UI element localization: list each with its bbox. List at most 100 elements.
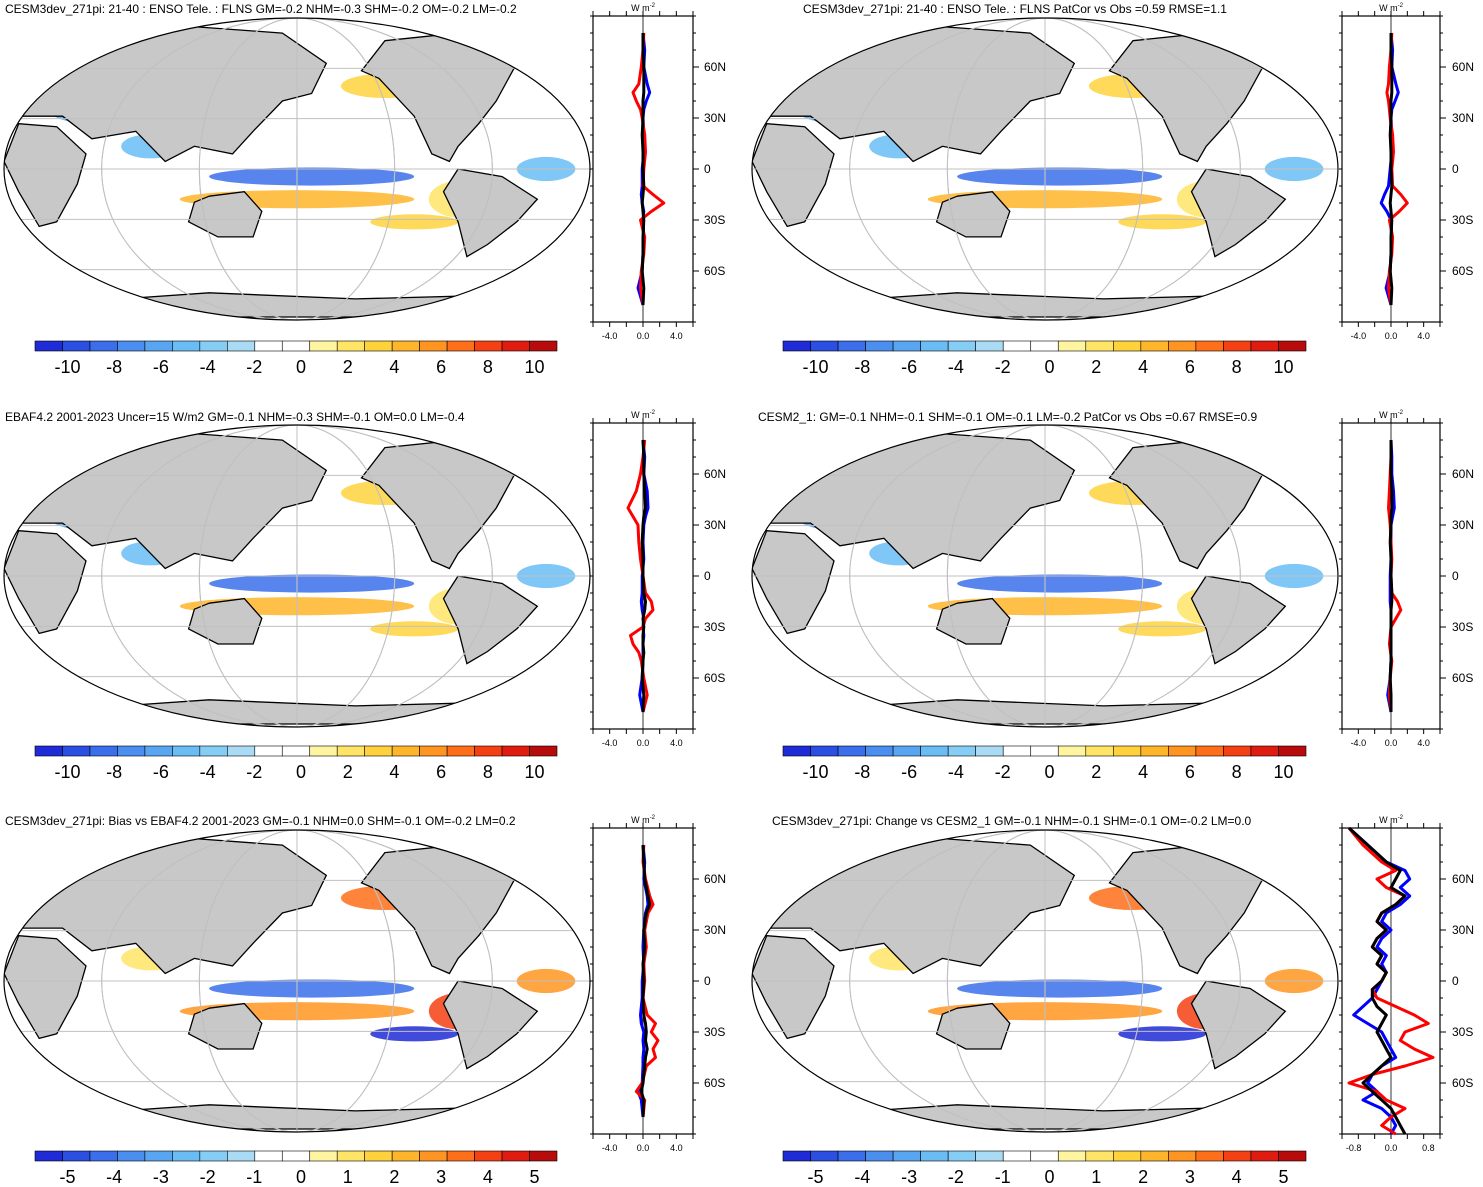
colorbar-label: -1 — [995, 1167, 1011, 1187]
land-mass — [752, 530, 835, 635]
colorbar-label: -4 — [200, 762, 216, 782]
colorbar-label: -4 — [948, 357, 964, 377]
y-tick-label: 30S — [704, 1025, 725, 1039]
colorbar-swatch — [947, 745, 976, 757]
colorbar-label: 8 — [1232, 762, 1242, 782]
x-tick-label: 4.0 — [670, 1143, 683, 1153]
colorbar-swatch — [865, 745, 894, 757]
colorbar-label: 0 — [1044, 1167, 1054, 1187]
land-mass — [4, 935, 87, 1040]
x-tick-label: 4.0 — [1417, 331, 1430, 341]
colorbar-swatch — [117, 745, 146, 757]
colorbar-swatch — [1250, 1150, 1279, 1162]
colorbar-swatch — [144, 745, 173, 757]
colorbar-label: 6 — [436, 357, 446, 377]
series-line-ref — [640, 33, 646, 306]
colorbar-swatch — [501, 340, 530, 352]
land-mass — [1272, 436, 1310, 469]
colorbar-label: -8 — [106, 762, 122, 782]
colorbar-6: -5 -4 -3 -2 -1 0 1 2 3 4 5 — [782, 1150, 1307, 1187]
colorbar-swatch — [1085, 1150, 1114, 1162]
anomaly-patch — [957, 979, 1163, 998]
colorbar-swatch — [1057, 745, 1087, 757]
anomaly-patch — [209, 979, 415, 998]
series-line-ref — [1347, 826, 1407, 1135]
colorbar-swatch — [1223, 745, 1252, 757]
colorbar-swatch — [336, 340, 365, 352]
colorbar-swatch — [309, 1150, 338, 1162]
units-label: W m-2 — [1379, 410, 1403, 420]
anomaly-patch — [370, 214, 459, 230]
units-label: W m-2 — [631, 410, 655, 420]
colorbar-swatch — [920, 745, 949, 757]
colorbar-swatch — [1195, 745, 1224, 757]
x-tick-label: 0.0 — [1385, 1143, 1398, 1153]
anomaly-patch — [370, 621, 459, 637]
colorbar-swatch — [1278, 1150, 1307, 1162]
zonal-mean-plot-2: -4.0 0.0 4.0 W m-2 60N 30N 0 30S 60S — [1339, 3, 1474, 341]
y-tick-label: 30N — [704, 923, 726, 937]
y-tick-label: 0 — [704, 974, 711, 988]
land-mass — [524, 436, 562, 469]
y-tick-label: 0 — [1452, 974, 1459, 988]
colorbar-swatch — [199, 340, 228, 352]
colorbar-swatch — [837, 1150, 866, 1162]
map-panel-3 — [3, 424, 591, 728]
colorbar-label: 0 — [296, 762, 306, 782]
panel-6-title: CESM3dev_271pi: Change vs CESM2_1 GM=-0.… — [772, 814, 1252, 828]
zonal-mean-plot-3: -4.0 0.0 4.0 W m-2 60N 30N 0 30S 60S — [590, 410, 726, 748]
grid-longitude — [198, 830, 396, 1132]
panel-2-title: CESM3dev_271pi: 21-40 : ENSO Tele. : FLN… — [803, 2, 1227, 16]
colorbar-swatch — [1168, 1150, 1197, 1162]
map-panel-1 — [3, 17, 591, 321]
colorbar-swatch — [810, 340, 839, 352]
colorbar-label: 2 — [343, 762, 353, 782]
colorbar-swatch — [364, 340, 393, 352]
colorbar-label: 2 — [1091, 357, 1101, 377]
x-tick-label: 0.0 — [1385, 738, 1398, 748]
colorbar-swatch — [199, 1150, 228, 1162]
colorbar-swatch — [474, 340, 503, 352]
y-tick-label: 30N — [704, 111, 726, 125]
colorbar-swatch — [810, 745, 839, 757]
colorbar-swatch — [34, 340, 63, 352]
colorbar-swatch — [309, 340, 338, 352]
y-tick-label: 30S — [704, 620, 725, 634]
anomaly-patch — [957, 574, 1163, 593]
colorbar-4: -10 -8 -6 -4 -2 0 2 4 6 8 10 — [782, 745, 1307, 782]
colorbar-swatch — [1030, 1150, 1059, 1162]
colorbar-label: -10 — [803, 762, 829, 782]
x-tick-label: 0.0 — [1385, 331, 1398, 341]
colorbar-label: 4 — [389, 762, 399, 782]
colorbar-swatch — [501, 745, 530, 757]
colorbar-swatch — [391, 745, 420, 757]
zonal-mean-plot-4: -4.0 0.0 4.0 W m-2 60N 30N 0 30S 60S — [1339, 410, 1474, 748]
colorbar-label: 3 — [1185, 1167, 1195, 1187]
colorbar-swatch — [1278, 340, 1307, 352]
x-tick-label: 4.0 — [670, 331, 683, 341]
colorbar-swatch — [172, 340, 201, 352]
colorbar-label: -6 — [901, 357, 917, 377]
grid-longitude — [198, 425, 396, 727]
grid-longitude — [946, 425, 1144, 727]
x-tick-label: -4.0 — [602, 331, 618, 341]
colorbar-swatch — [364, 745, 393, 757]
colorbar-swatch — [117, 1150, 146, 1162]
anomaly-patch — [957, 167, 1163, 186]
colorbar-swatch — [1250, 340, 1279, 352]
map-border — [751, 17, 1339, 321]
colorbar-swatch — [227, 1150, 256, 1162]
colorbar-label: -2 — [995, 762, 1011, 782]
colorbar-swatch — [975, 745, 1004, 757]
colorbar-label: -2 — [995, 357, 1011, 377]
colorbar-swatch — [1140, 745, 1169, 757]
y-tick-label: 60N — [1452, 872, 1474, 886]
series-line-model — [631, 32, 666, 306]
y-tick-label: 60S — [1452, 264, 1473, 278]
land-mass — [442, 980, 539, 1070]
land-mass — [752, 935, 835, 1040]
colorbar-swatch — [947, 1150, 976, 1162]
units-label: W m-2 — [631, 815, 655, 825]
grid-longitude — [849, 18, 1241, 320]
colorbar-label: -4 — [948, 762, 964, 782]
